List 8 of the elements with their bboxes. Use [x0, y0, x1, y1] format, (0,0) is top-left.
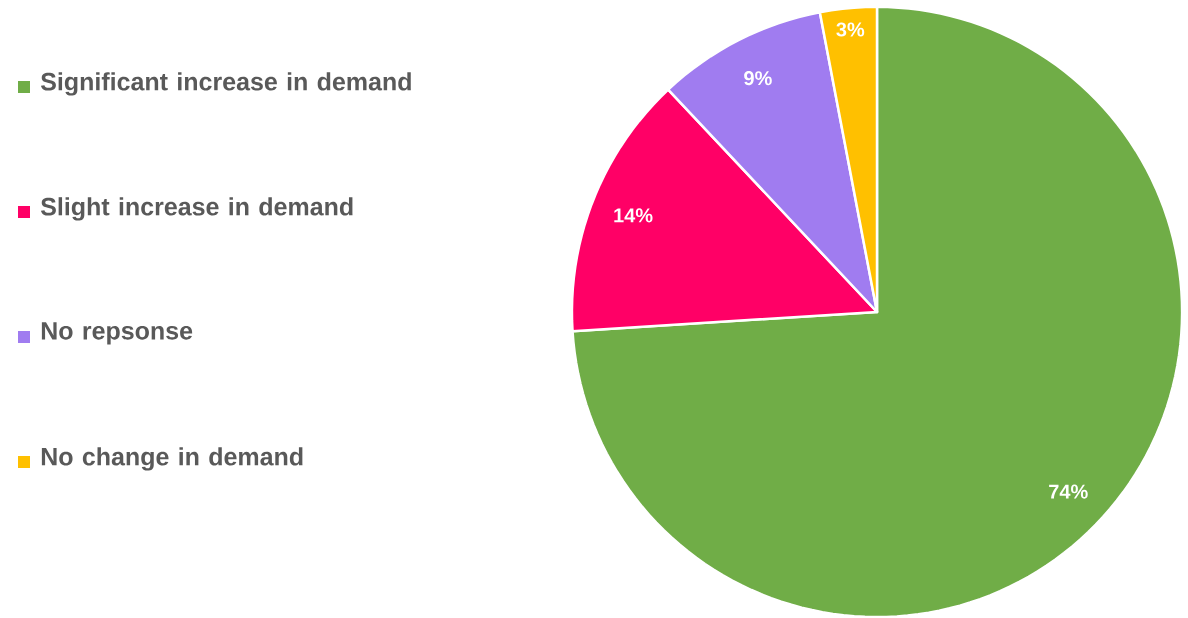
data-label: 9% — [744, 71, 772, 86]
data-label: 14% — [614, 208, 653, 223]
data-label: 3% — [836, 22, 865, 37]
legend-label: Slight increase in demand — [40, 197, 353, 221]
data-label: 74% — [1049, 484, 1088, 499]
legend-label: No change in demand — [41, 447, 303, 471]
legend-label: Significant increase in demand — [40, 72, 411, 96]
legend-label: No repsonse — [41, 322, 193, 345]
